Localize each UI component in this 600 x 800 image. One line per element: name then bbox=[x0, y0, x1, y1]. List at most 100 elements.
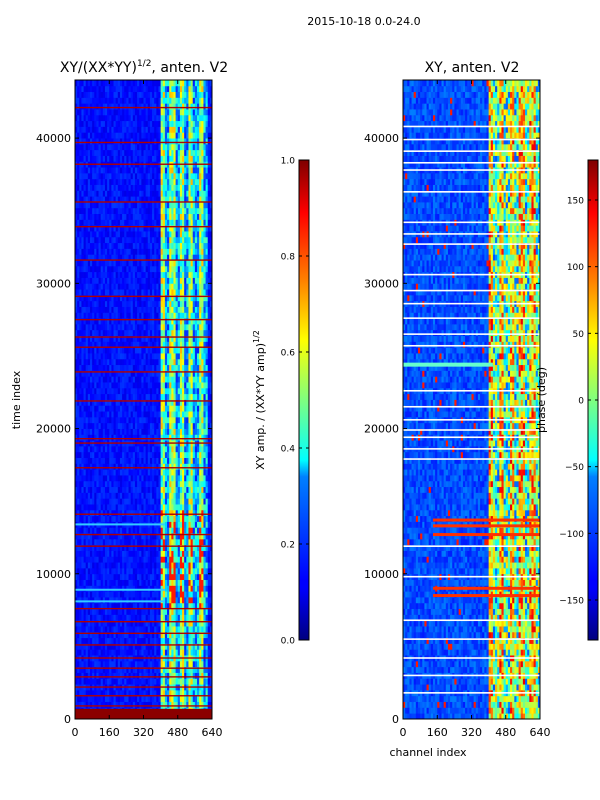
heatmap-cell bbox=[152, 376, 155, 383]
heatmap-cell bbox=[209, 422, 212, 429]
heatmap-cell bbox=[132, 608, 136, 615]
heatmap-cell bbox=[126, 399, 129, 406]
heatmap-cell bbox=[113, 300, 117, 307]
heatmap-cell bbox=[89, 626, 93, 633]
heatmap-cell bbox=[132, 411, 136, 418]
heatmap-cell bbox=[186, 300, 189, 307]
heatmap-cell bbox=[209, 579, 212, 586]
heatmap-cell bbox=[134, 550, 138, 557]
heatmap-cell bbox=[186, 387, 189, 395]
heatmap-cell bbox=[77, 358, 80, 366]
heatmap-cell bbox=[197, 486, 200, 493]
heatmap-cell bbox=[109, 666, 112, 673]
heatmap-cell bbox=[96, 283, 99, 290]
heatmap-cell bbox=[158, 597, 162, 604]
heatmap-cell bbox=[162, 538, 166, 546]
heatmap-cell bbox=[111, 637, 114, 644]
heatmap-cell bbox=[141, 689, 144, 697]
heatmap-cell bbox=[124, 358, 127, 366]
heatmap-cell bbox=[145, 515, 149, 522]
heatmap-cell bbox=[190, 550, 194, 557]
heatmap-cell bbox=[83, 283, 87, 290]
heatmap-cell bbox=[167, 498, 170, 505]
heatmap-cell bbox=[117, 562, 121, 569]
heatmap-cell bbox=[156, 428, 159, 435]
heatmap-cell bbox=[107, 689, 110, 697]
heatmap-cell bbox=[87, 451, 91, 458]
heatmap-cell bbox=[190, 358, 194, 366]
heatmap-cell bbox=[192, 550, 196, 557]
heatmap-cell bbox=[89, 387, 93, 395]
heatmap-cell bbox=[199, 318, 202, 325]
heatmap-cell bbox=[75, 475, 78, 482]
heatmap-cell bbox=[130, 626, 134, 633]
heatmap-cell bbox=[152, 475, 155, 482]
heatmap-cell bbox=[158, 312, 162, 319]
heatmap-cell bbox=[177, 544, 181, 551]
heatmap-cell bbox=[167, 573, 170, 580]
heatmap-cell bbox=[175, 399, 179, 406]
heatmap-cell bbox=[179, 602, 183, 610]
heatmap-cell bbox=[156, 492, 159, 499]
heatmap-cell bbox=[117, 370, 121, 377]
heatmap-cell bbox=[162, 678, 166, 685]
heatmap-cell bbox=[87, 463, 91, 470]
heatmap-cell bbox=[188, 382, 191, 389]
heatmap-cell bbox=[186, 399, 189, 406]
heatmap-cell bbox=[75, 370, 78, 377]
heatmap-cell bbox=[175, 556, 179, 563]
heatmap-cell bbox=[113, 562, 117, 569]
heatmap-cell bbox=[128, 591, 132, 598]
heatmap-cell bbox=[119, 399, 123, 406]
heatmap-cell bbox=[179, 544, 183, 551]
heatmap-cell bbox=[75, 492, 78, 499]
heatmap-cell bbox=[137, 347, 140, 354]
heatmap-cell bbox=[104, 428, 108, 435]
heatmap-cell bbox=[92, 451, 95, 458]
heatmap-cell bbox=[197, 370, 200, 377]
heatmap-cell bbox=[173, 701, 177, 708]
heatmap-cell bbox=[141, 649, 144, 656]
heatmap-cell bbox=[92, 393, 95, 400]
heatmap-cell bbox=[169, 300, 172, 307]
heatmap-cell bbox=[188, 329, 191, 336]
heatmap-cell bbox=[199, 445, 202, 453]
heatmap-cell bbox=[171, 579, 174, 586]
heatmap-cell bbox=[132, 533, 136, 540]
heatmap-cell bbox=[207, 329, 211, 336]
heatmap-cell bbox=[158, 318, 162, 325]
heatmap-cell bbox=[177, 312, 181, 319]
heatmap-cell bbox=[119, 591, 123, 598]
heatmap-cell bbox=[175, 498, 179, 505]
heatmap-cell bbox=[139, 602, 142, 610]
heatmap-cell bbox=[192, 573, 196, 580]
heatmap-cell bbox=[158, 376, 162, 383]
heatmap-cell bbox=[160, 335, 164, 342]
heatmap-cell bbox=[145, 660, 149, 668]
heatmap-cell bbox=[186, 608, 189, 615]
heatmap-cell bbox=[175, 294, 179, 302]
heatmap-cell bbox=[203, 370, 206, 377]
heatmap-cell bbox=[173, 335, 177, 342]
heatmap-cell bbox=[205, 608, 209, 615]
heatmap-cell bbox=[145, 451, 149, 458]
heatmap-cell bbox=[201, 608, 204, 615]
heatmap-cell bbox=[100, 382, 104, 389]
heatmap-cell bbox=[197, 312, 200, 319]
heatmap-cell bbox=[194, 463, 198, 470]
heatmap-cell bbox=[190, 329, 194, 336]
heatmap-cell bbox=[143, 550, 147, 557]
heatmap-cell bbox=[102, 300, 106, 307]
heatmap-cell bbox=[169, 265, 172, 273]
heatmap-cell bbox=[81, 666, 84, 673]
heatmap-cell bbox=[92, 550, 95, 557]
heatmap-cell bbox=[137, 695, 140, 702]
heatmap-cell bbox=[167, 277, 170, 284]
heatmap-cell bbox=[87, 353, 91, 360]
heatmap-cell bbox=[156, 382, 159, 389]
heatmap-cell bbox=[92, 283, 95, 290]
heatmap-cell bbox=[182, 399, 185, 406]
heatmap-cell bbox=[203, 550, 206, 557]
heatmap-cell bbox=[143, 451, 147, 458]
heatmap-cell bbox=[92, 358, 95, 366]
